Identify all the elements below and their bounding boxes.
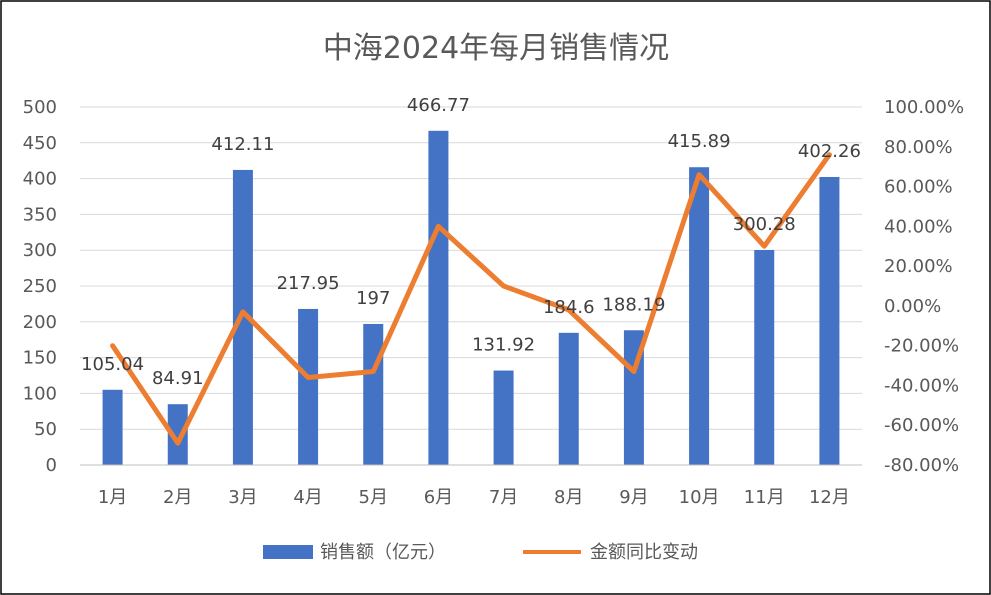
bar-value-label: 412.11 — [211, 134, 274, 155]
left-tick-label: 350 — [23, 204, 57, 225]
x-tick-label: 12月 — [809, 487, 850, 508]
x-tick-label: 8月 — [554, 487, 583, 508]
x-tick-label: 7月 — [489, 487, 518, 508]
left-tick-label: 50 — [34, 419, 57, 440]
right-tick-label: 100.00% — [884, 97, 964, 118]
left-tick-label: 250 — [23, 276, 57, 297]
bar-value-label: 300.28 — [733, 214, 796, 235]
bar-10 — [689, 167, 710, 465]
bar-series — [102, 130, 840, 466]
x-tick-label: 1月 — [98, 487, 127, 508]
right-tick-label: 80.00% — [884, 137, 953, 158]
yoy-point-10 — [697, 173, 701, 177]
x-tick-label: 3月 — [228, 487, 257, 508]
bar-value-label: 184.6 — [543, 297, 595, 318]
bar-value-label: 131.92 — [472, 335, 535, 356]
bar-value-label: 402.26 — [798, 141, 861, 162]
left-tick-label: 450 — [23, 133, 57, 154]
yoy-point-4 — [306, 375, 310, 379]
yoy-point-5 — [371, 370, 375, 374]
right-tick-label: -80.00% — [884, 455, 959, 476]
yoy-point-3 — [241, 310, 245, 314]
x-tick-label: 2月 — [163, 487, 192, 508]
left-tick-label: 200 — [23, 312, 57, 333]
yoy-point-7 — [502, 284, 506, 288]
right-tick-label: 40.00% — [884, 216, 953, 237]
bar-2 — [167, 404, 188, 465]
x-tick-label: 11月 — [744, 487, 785, 508]
left-tick-label: 400 — [23, 169, 57, 190]
x-tick-label: 6月 — [424, 487, 453, 508]
x-tick-label: 10月 — [679, 487, 720, 508]
bar-value-label: 188.19 — [602, 294, 665, 315]
bar-5 — [363, 323, 384, 465]
legend-label-yoy: 金额同比变动 — [590, 542, 698, 563]
right-tick-label: -60.00% — [884, 415, 959, 436]
x-tick-label: 4月 — [293, 487, 322, 508]
yoy-point-8 — [567, 308, 571, 312]
right-tick-label: -40.00% — [884, 375, 959, 396]
bar-value-label: 84.91 — [152, 368, 204, 389]
x-axis: 1月 2月 3月 4月 5月 6月 7月 8月 9月 10月 11月 12月 — [80, 464, 862, 508]
legend: 销售额（亿元） 金额同比变动 — [263, 542, 698, 563]
bar-value-label: 466.77 — [407, 95, 470, 116]
bar-11 — [754, 249, 775, 465]
left-tick-label: 0 — [46, 455, 57, 476]
chart-title: 中海2024年每月销售情况 — [323, 31, 669, 66]
yoy-line — [110, 152, 832, 446]
bar-value-label: 415.89 — [668, 131, 731, 152]
left-tick-label: 300 — [23, 240, 57, 261]
left-tick-label: 100 — [23, 383, 57, 404]
x-tick-label: 9月 — [619, 487, 648, 508]
legend-label-sales: 销售额（亿元） — [320, 542, 446, 563]
left-axis: 0 50 100 150 200 250 300 350 400 450 500 — [23, 97, 57, 476]
yoy-point-2 — [176, 441, 180, 445]
bar-6 — [428, 130, 449, 466]
bar-4 — [298, 308, 319, 465]
bar-value-label: 105.04 — [81, 354, 144, 375]
line-series — [110, 152, 832, 446]
left-tick-label: 150 — [23, 348, 57, 369]
right-tick-label: -20.00% — [884, 336, 959, 357]
bar-1 — [102, 389, 123, 465]
x-tick-label: 5月 — [359, 487, 388, 508]
bar-8 — [558, 332, 579, 465]
yoy-point-1 — [111, 344, 115, 348]
left-tick-label: 500 — [23, 97, 57, 118]
right-tick-label: 60.00% — [884, 177, 953, 198]
right-tick-label: 0.00% — [884, 296, 941, 317]
right-tick-label: 20.00% — [884, 256, 953, 277]
yoy-point-12 — [827, 153, 831, 157]
yoy-point-9 — [632, 370, 636, 374]
data-labels: 105.04 84.91 412.11 217.95 197 466.77 131.92 18… — [81, 95, 861, 389]
yoy-point-6 — [436, 224, 440, 228]
yoy-point-11 — [762, 244, 766, 248]
bar-7 — [493, 370, 514, 465]
legend-swatch-sales — [263, 545, 313, 559]
right-axis: -80.00% -60.00% -40.00% -20.00% 0.00% 20.00% 4… — [884, 97, 964, 476]
bar-12 — [819, 176, 840, 465]
bar-value-label: 217.95 — [277, 273, 340, 294]
bar-value-label: 197 — [356, 288, 390, 309]
